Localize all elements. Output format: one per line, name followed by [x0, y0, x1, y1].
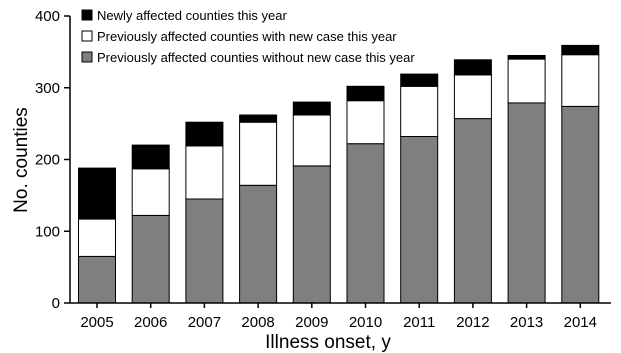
bar-2013-series-1 — [508, 59, 545, 103]
y-tick-label: 100 — [35, 223, 60, 240]
bar-2010-series-0 — [347, 144, 384, 303]
x-tick-label: 2012 — [456, 314, 489, 331]
bar-2009-series-0 — [293, 166, 330, 303]
bar-2007-series-1 — [186, 146, 223, 199]
bar-2007-series-2 — [186, 122, 223, 146]
x-tick-label: 2005 — [80, 314, 113, 331]
bar-2014-series-2 — [562, 45, 599, 54]
legend-swatch — [82, 10, 92, 20]
x-tick-label: 2006 — [134, 314, 167, 331]
bar-2005-series-0 — [79, 256, 116, 303]
legend: Newly affected counties this year Previou… — [82, 8, 415, 65]
bar-2014-series-1 — [562, 55, 599, 107]
bar-2014-series-0 — [562, 106, 599, 303]
bar-2008-series-0 — [240, 185, 277, 303]
bar-2007-series-0 — [186, 199, 223, 303]
x-tick-label: 2008 — [241, 314, 274, 331]
bar-2009-series-2 — [293, 102, 330, 115]
bar-2013-series-0 — [508, 103, 545, 303]
x-tick-label: 2009 — [295, 314, 328, 331]
bars-layer — [79, 45, 599, 303]
x-tick-label: 2007 — [188, 314, 221, 331]
y-tick-label: 200 — [35, 152, 60, 169]
bar-2011-series-1 — [401, 86, 438, 136]
bar-2010-series-1 — [347, 101, 384, 144]
legend-label: Previously affected counties with new ca… — [97, 29, 397, 44]
bar-2011-series-2 — [401, 74, 438, 86]
bar-2006-series-1 — [132, 169, 169, 216]
y-tick-label: 300 — [35, 80, 60, 97]
bar-2006-series-0 — [132, 216, 169, 304]
x-axis-title: Illness onset, y — [265, 332, 391, 353]
legend-label: Newly affected counties this year — [97, 8, 287, 23]
x-tick-label: 2013 — [510, 314, 543, 331]
bar-2009-series-1 — [293, 115, 330, 166]
bar-2011-series-0 — [401, 137, 438, 304]
y-tick-label: 0 — [52, 295, 60, 312]
bar-2005-series-1 — [79, 219, 116, 256]
x-tick-label: 2011 — [403, 314, 435, 331]
bar-2008-series-1 — [240, 122, 277, 185]
bar-2012-series-0 — [454, 119, 491, 303]
bar-2013-series-2 — [508, 56, 545, 60]
x-tick-label: 2014 — [564, 314, 597, 331]
bar-2010-series-2 — [347, 86, 384, 100]
bar-2008-series-2 — [240, 115, 277, 122]
y-tick-label: 400 — [35, 8, 60, 25]
bar-2012-series-2 — [454, 60, 491, 75]
legend-swatch — [82, 52, 92, 62]
legend-swatch — [82, 31, 92, 41]
bar-2006-series-2 — [132, 145, 169, 169]
x-tick-label: 2010 — [349, 314, 382, 331]
y-axis-title: No. counties — [11, 107, 32, 213]
bar-2012-series-1 — [454, 75, 491, 119]
bar-2005-series-2 — [79, 168, 116, 219]
legend-label: Previously affected counties without new… — [97, 50, 415, 65]
